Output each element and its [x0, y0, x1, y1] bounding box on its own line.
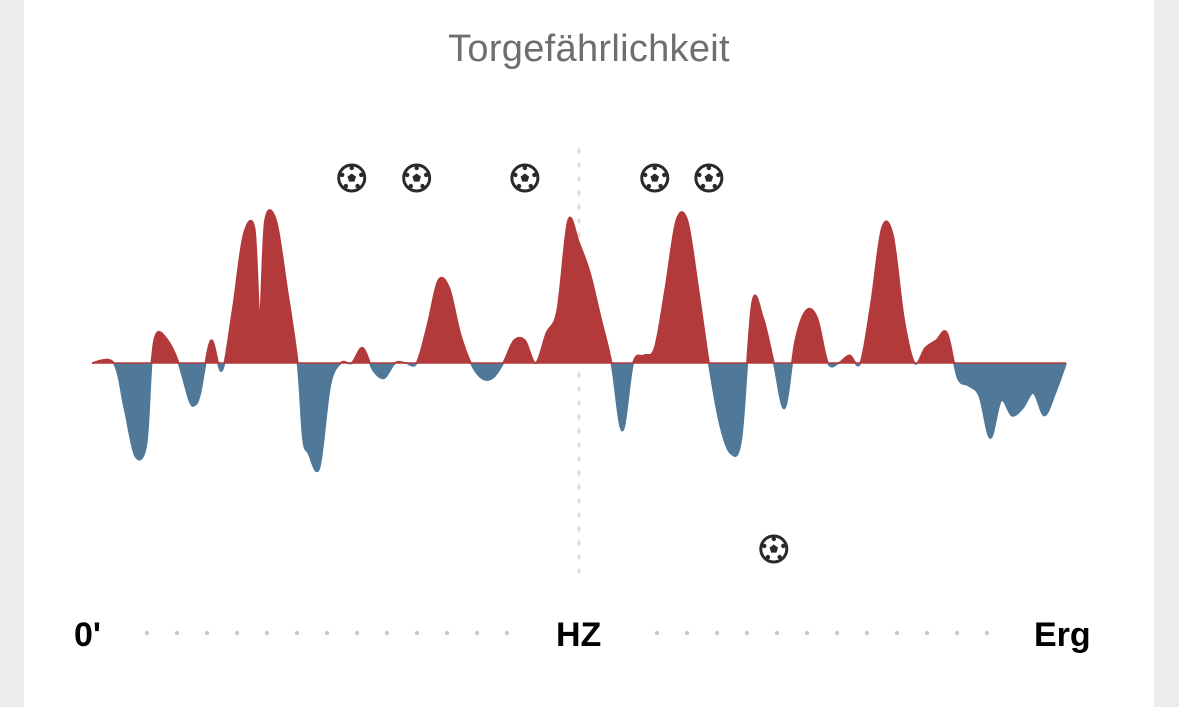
timeline-dot — [174, 630, 180, 636]
timeline-dot — [324, 630, 330, 636]
timeline-dot — [774, 630, 780, 636]
timeline-dot — [954, 630, 960, 636]
home-pressure-area — [92, 210, 1066, 363]
soccer-ball-icon — [510, 163, 540, 193]
timeline-dot — [924, 630, 930, 636]
away-pressure-area — [92, 363, 1066, 472]
x-label-start: 0' — [74, 616, 101, 654]
timeline-dot — [744, 630, 750, 636]
timeline-dot — [804, 630, 810, 636]
chart-card: Torgefährlichkeit 0' HZ Erg — [24, 0, 1154, 707]
timeline-dot — [834, 630, 840, 636]
timeline-dot — [474, 630, 480, 636]
soccer-ball-icon — [694, 163, 724, 193]
home-pressure-line — [91, 209, 1066, 363]
soccer-ball-icon — [759, 534, 789, 564]
x-label-end: Erg — [1034, 616, 1091, 654]
timeline-dot — [234, 630, 240, 636]
soccer-ball-icon — [640, 163, 670, 193]
soccer-ball-icon — [402, 163, 432, 193]
timeline-dot — [984, 630, 990, 636]
timeline-dot — [384, 630, 390, 636]
timeline-dot — [204, 630, 210, 636]
timeline-dot — [144, 630, 150, 636]
timeline-dot — [294, 630, 300, 636]
soccer-ball-icon — [337, 163, 367, 193]
momentum-chart — [91, 148, 1067, 636]
timeline-dot — [444, 630, 450, 636]
timeline-dot — [654, 630, 660, 636]
timeline-dot — [684, 630, 690, 636]
timeline-dot — [714, 630, 720, 636]
timeline-dot — [504, 630, 510, 636]
timeline-dot — [414, 630, 420, 636]
chart-title: Torgefährlichkeit — [448, 28, 730, 70]
timeline-dot — [354, 630, 360, 636]
timeline-dot — [864, 630, 870, 636]
timeline-dot — [264, 630, 270, 636]
x-label-half: HZ — [556, 616, 602, 654]
timeline-dot — [894, 630, 900, 636]
